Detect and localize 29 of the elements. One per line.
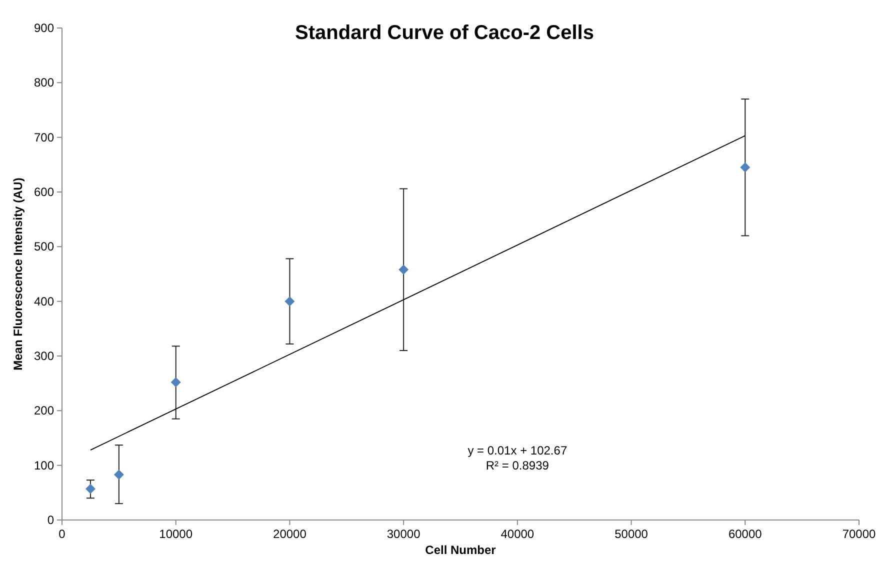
y-tick-label: 200 — [34, 404, 54, 418]
x-tick-label: 60000 — [728, 527, 762, 541]
y-tick-label: 900 — [34, 21, 54, 35]
y-tick-label: 800 — [34, 76, 54, 90]
y-tick-label: 300 — [34, 349, 54, 363]
y-tick-label: 600 — [34, 185, 54, 199]
x-tick-label: 30000 — [386, 527, 421, 541]
y-tick-label: 400 — [34, 294, 54, 308]
x-tick-label: 20000 — [273, 527, 307, 541]
x-tick-label: 10000 — [159, 527, 193, 541]
x-tick-label: 50000 — [614, 527, 648, 541]
point — [398, 264, 409, 275]
y-tick-label: 0 — [47, 513, 54, 527]
x-tick-label: 0 — [58, 527, 66, 541]
x-tick-label: 70000 — [842, 527, 876, 541]
point — [284, 296, 295, 306]
annotation: y = 0.01x + 102.67 — [468, 443, 568, 458]
x-axis-title: Cell Number — [425, 543, 496, 557]
point — [85, 484, 96, 494]
x-tick-label: 40000 — [500, 527, 534, 541]
point — [170, 377, 181, 388]
annotation: R² = 0.8939 — [486, 458, 550, 472]
y-tick-label: 500 — [34, 240, 54, 254]
y-axis-title: Mean Fluorescence Intensity (AU) — [11, 178, 25, 370]
chart-title: Standard Curve of Caco-2 Cells — [295, 22, 594, 44]
y-tick-label: 100 — [34, 458, 54, 472]
y-tick-label: 700 — [34, 130, 54, 144]
point — [740, 162, 750, 172]
point — [114, 470, 124, 480]
